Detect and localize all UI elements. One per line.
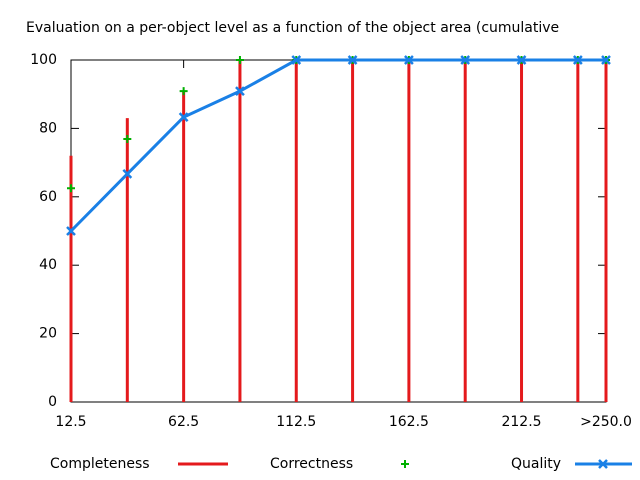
legend-swatch — [598, 459, 608, 469]
x-tick-label: 162.5 — [389, 414, 429, 430]
point — [123, 135, 132, 144]
y-tick-label: 100 — [30, 52, 57, 68]
legend-label: Quality — [511, 456, 561, 472]
plot-border — [70, 59, 607, 403]
chart-title: Evaluation on a per-object level as a fu… — [26, 20, 559, 36]
point — [179, 87, 188, 96]
x-tick-label: 112.5 — [276, 414, 316, 430]
point — [66, 226, 76, 236]
point — [572, 55, 583, 65]
y-tick-label: 80 — [39, 120, 57, 136]
point — [67, 184, 75, 193]
point — [404, 55, 414, 65]
x-tick-label: 212.5 — [501, 414, 541, 430]
y-tick-label: 20 — [39, 326, 57, 342]
point — [178, 112, 189, 122]
point — [516, 55, 527, 65]
x-tick-label: 12.5 — [55, 414, 86, 430]
point — [235, 86, 245, 97]
point — [601, 55, 611, 65]
x-tick-label: >250.0 — [580, 414, 632, 430]
x-tick-label: 62.5 — [168, 414, 199, 430]
y-tick-label: 0 — [48, 394, 57, 410]
point — [291, 55, 302, 65]
point — [235, 56, 244, 64]
point — [122, 169, 133, 179]
point — [460, 55, 471, 65]
legend-swatch — [401, 460, 409, 468]
line — [69, 58, 606, 233]
y-tick-label: 60 — [39, 189, 57, 205]
legend-label: Correctness — [270, 456, 353, 472]
point — [347, 55, 358, 65]
y-tick-label: 40 — [39, 257, 57, 273]
legend-label: Completeness — [50, 456, 150, 472]
